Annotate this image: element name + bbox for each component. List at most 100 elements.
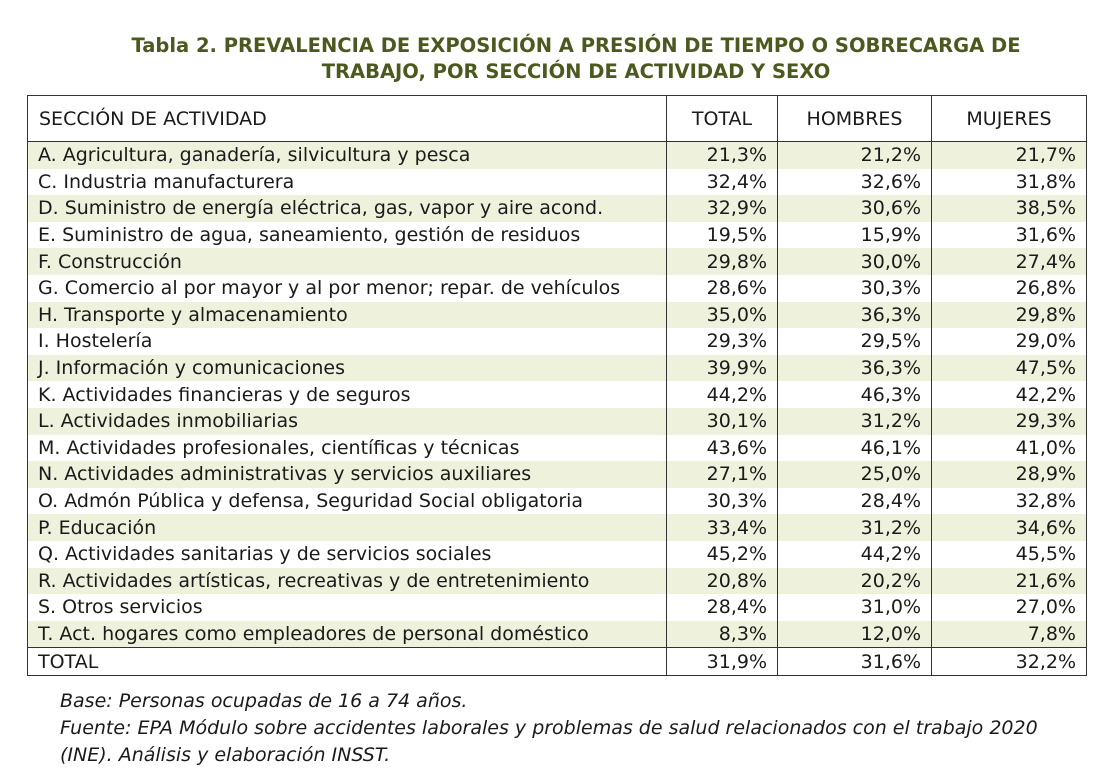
cell-total: 44,2% xyxy=(666,381,778,408)
cell-mujeres: 32,8% xyxy=(931,487,1087,515)
cell-total: 21,3% xyxy=(666,140,778,169)
table-row: L. Actividades inmobiliarias 30,1% 31,2% 29… xyxy=(27,407,1087,435)
cell-hombres: 32,6% xyxy=(777,168,932,196)
data-table-container: SECCIÓN DE ACTIVIDAD TOTAL HOMBRES MUJER… xyxy=(27,95,1087,677)
cell-total: 45,2% xyxy=(666,540,778,568)
table-body: A. Agricultura, ganadería, silvicultura … xyxy=(27,140,1087,677)
cell-total: 20,8% xyxy=(666,567,778,595)
cell-mujeres: 28,9% xyxy=(931,461,1087,488)
cell-seccion: C. Industria manufacturera xyxy=(27,168,667,196)
cell-seccion: F. Construcción xyxy=(27,248,667,275)
cell-hombres: 30,0% xyxy=(777,248,932,275)
cell-total: 8,3% xyxy=(666,620,778,648)
cell-seccion: L. Actividades inmobiliarias xyxy=(27,407,667,435)
cell-hombres: 46,3% xyxy=(777,381,932,408)
cell-mujeres: 21,7% xyxy=(931,140,1087,169)
table-row: T. Act. hogares como empleadores de pers… xyxy=(27,620,1087,648)
table-row: O. Admón Pública y defensa, Seguridad So… xyxy=(27,487,1087,515)
cell-total: 19,5% xyxy=(666,221,778,249)
cell-hombres: 36,3% xyxy=(777,354,932,382)
cell-hombres: 31,2% xyxy=(777,407,932,435)
table-row: D. Suministro de energía eléctrica, gas,… xyxy=(27,195,1087,222)
cell-hombres: 36,3% xyxy=(777,301,932,329)
cell-hombres: 29,5% xyxy=(777,328,932,355)
header-total: TOTAL xyxy=(666,95,778,142)
cell-mujeres: 27,4% xyxy=(931,248,1087,275)
header-row: SECCIÓN DE ACTIVIDAD TOTAL HOMBRES MUJER… xyxy=(27,95,1087,142)
cell-seccion: N. Actividades administrativas y servici… xyxy=(27,461,667,488)
cell-mujeres: 31,8% xyxy=(931,168,1087,196)
table-row: C. Industria manufacturera 32,4% 32,6% 31,8… xyxy=(27,168,1087,196)
cell-total: 32,9% xyxy=(666,195,778,222)
data-table: SECCIÓN DE ACTIVIDAD TOTAL HOMBRES MUJER… xyxy=(27,95,1087,677)
cell-seccion: A. Agricultura, ganadería, silvicultura … xyxy=(27,140,667,169)
table-row: N. Actividades administrativas y servici… xyxy=(27,461,1087,488)
cell-mujeres: 27,0% xyxy=(931,594,1087,621)
cell-mujeres: 42,2% xyxy=(931,381,1087,408)
table-row: F. Construcción 29,8% 30,0% 27,4% xyxy=(27,248,1087,275)
cell-seccion: T. Act. hogares como empleadores de pers… xyxy=(27,620,667,648)
note-source: Fuente: EPA Módulo sobre accidentes labo… xyxy=(60,717,1038,766)
total-mujeres: 32,2% xyxy=(931,647,1087,677)
cell-hombres: 21,2% xyxy=(777,140,932,169)
cell-hombres: 12,0% xyxy=(777,620,932,648)
table-title: Tabla 2. PREVALENCIA DE EXPOSICIÓN A PRE… xyxy=(100,33,1052,85)
header-seccion: SECCIÓN DE ACTIVIDAD xyxy=(27,95,667,142)
total-total: 31,9% xyxy=(666,647,778,677)
table-row: J. Información y comunicaciones 39,9% 36,3… xyxy=(27,354,1087,382)
cell-seccion: P. Educación xyxy=(27,514,667,541)
cell-total: 28,4% xyxy=(666,594,778,621)
total-label: TOTAL xyxy=(27,647,667,677)
table-row: H. Transporte y almacenamiento 35,0% 36,3%… xyxy=(27,301,1087,329)
cell-seccion: J. Información y comunicaciones xyxy=(27,354,667,382)
cell-total: 30,1% xyxy=(666,407,778,435)
cell-seccion: M. Actividades profesionales, científica… xyxy=(27,434,667,462)
table-row: S. Otros servicios 28,4% 31,0% 27,0% xyxy=(27,594,1087,621)
cell-seccion: I. Hostelería xyxy=(27,328,667,355)
cell-seccion: S. Otros servicios xyxy=(27,594,667,621)
cell-total: 33,4% xyxy=(666,514,778,541)
cell-mujeres: 47,5% xyxy=(931,354,1087,382)
cell-hombres: 28,4% xyxy=(777,487,932,515)
cell-seccion: R. Actividades artísticas, recreativas y… xyxy=(27,567,667,595)
table-row: K. Actividades financieras y de seguros 4… xyxy=(27,381,1087,408)
cell-seccion: O. Admón Pública y defensa, Seguridad So… xyxy=(27,487,667,515)
cell-hombres: 25,0% xyxy=(777,461,932,488)
cell-mujeres: 26,8% xyxy=(931,274,1087,302)
cell-seccion: G. Comercio al por mayor y al por menor;… xyxy=(27,274,667,302)
table-row: P. Educación 33,4% 31,2% 34,6% xyxy=(27,514,1087,541)
table-title-line-2: TRABAJO, POR SECCIÓN DE ACTIVIDAD Y SEXO xyxy=(321,60,831,83)
table-row: A. Agricultura, ganadería, silvicultura … xyxy=(27,140,1087,169)
cell-mujeres: 29,0% xyxy=(931,328,1087,355)
table-title-line-1: Tabla 2. PREVALENCIA DE EXPOSICIÓN A PRE… xyxy=(131,34,1021,57)
cell-total: 43,6% xyxy=(666,434,778,462)
cell-total: 32,4% xyxy=(666,168,778,196)
cell-hombres: 30,6% xyxy=(777,195,932,222)
cell-hombres: 31,2% xyxy=(777,514,932,541)
table-row: Q. Actividades sanitarias y de servicios… xyxy=(27,540,1087,568)
cell-seccion: Q. Actividades sanitarias y de servicios… xyxy=(27,540,667,568)
cell-mujeres: 29,8% xyxy=(931,301,1087,329)
header-mujeres: MUJERES xyxy=(931,95,1087,142)
cell-seccion: E. Suministro de agua, saneamiento, gest… xyxy=(27,221,667,249)
cell-mujeres: 29,3% xyxy=(931,407,1087,435)
table-row: G. Comercio al por mayor y al por menor;… xyxy=(27,274,1087,302)
cell-mujeres: 38,5% xyxy=(931,195,1087,222)
cell-total: 30,3% xyxy=(666,487,778,515)
cell-hombres: 15,9% xyxy=(777,221,932,249)
cell-hombres: 44,2% xyxy=(777,540,932,568)
cell-mujeres: 7,8% xyxy=(931,620,1087,648)
note-base: Base: Personas ocupadas de 16 a 74 años. xyxy=(60,690,468,712)
cell-seccion: K. Actividades financieras y de seguros xyxy=(27,381,667,408)
table-row: E. Suministro de agua, saneamiento, gest… xyxy=(27,221,1087,249)
cell-mujeres: 31,6% xyxy=(931,221,1087,249)
cell-mujeres: 45,5% xyxy=(931,540,1087,568)
cell-seccion: D. Suministro de energía eléctrica, gas,… xyxy=(27,195,667,222)
cell-total: 29,8% xyxy=(666,248,778,275)
table-row: R. Actividades artísticas, recreativas y… xyxy=(27,567,1087,595)
cell-mujeres: 34,6% xyxy=(931,514,1087,541)
cell-mujeres: 41,0% xyxy=(931,434,1087,462)
cell-total: 39,9% xyxy=(666,354,778,382)
total-row: TOTAL 31,9% 31,6% 32,2% xyxy=(27,647,1087,677)
table-notes: Base: Personas ocupadas de 16 a 74 años.… xyxy=(60,688,1090,769)
